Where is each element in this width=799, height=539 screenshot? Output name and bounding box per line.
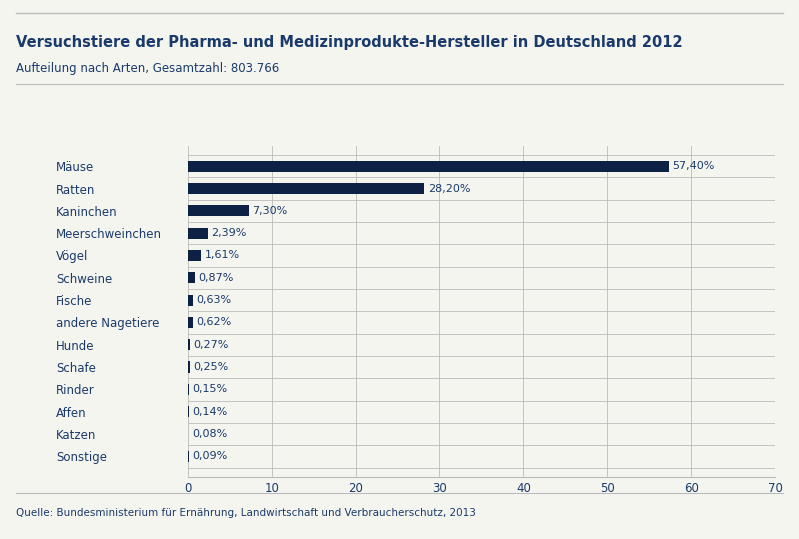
Text: 0,08%: 0,08% xyxy=(192,429,227,439)
Bar xyxy=(188,183,424,194)
Bar xyxy=(188,317,193,328)
Text: 2,39%: 2,39% xyxy=(211,228,247,238)
Text: 0,09%: 0,09% xyxy=(192,451,227,461)
Bar xyxy=(188,227,208,239)
Bar xyxy=(188,250,201,261)
Text: 28,20%: 28,20% xyxy=(427,183,470,194)
Text: 0,87%: 0,87% xyxy=(198,273,234,283)
Bar xyxy=(188,384,189,395)
Bar xyxy=(188,339,190,350)
Bar xyxy=(188,161,670,172)
Text: Aufteilung nach Arten, Gesamtzahl: 803.766: Aufteilung nach Arten, Gesamtzahl: 803.7… xyxy=(16,62,279,75)
Text: 1,61%: 1,61% xyxy=(205,251,240,260)
Text: Versuchstiere der Pharma- und Medizinprodukte-Hersteller in Deutschland 2012: Versuchstiere der Pharma- und Medizinpro… xyxy=(16,35,682,50)
Bar xyxy=(188,406,189,417)
Bar xyxy=(188,362,190,372)
Text: 7,30%: 7,30% xyxy=(252,206,288,216)
Text: 0,15%: 0,15% xyxy=(193,384,228,395)
Text: 0,63%: 0,63% xyxy=(197,295,232,305)
Text: 0,14%: 0,14% xyxy=(193,407,228,417)
Text: 0,25%: 0,25% xyxy=(193,362,229,372)
Text: 57,40%: 57,40% xyxy=(673,161,715,171)
Text: Quelle: Bundesministerium für Ernährung, Landwirtschaft und Verbraucherschutz, 2: Quelle: Bundesministerium für Ernährung,… xyxy=(16,508,476,518)
Bar xyxy=(188,272,195,284)
Text: 0,62%: 0,62% xyxy=(197,317,232,327)
Bar xyxy=(188,205,249,216)
Bar xyxy=(188,294,193,306)
Text: 0,27%: 0,27% xyxy=(193,340,229,350)
